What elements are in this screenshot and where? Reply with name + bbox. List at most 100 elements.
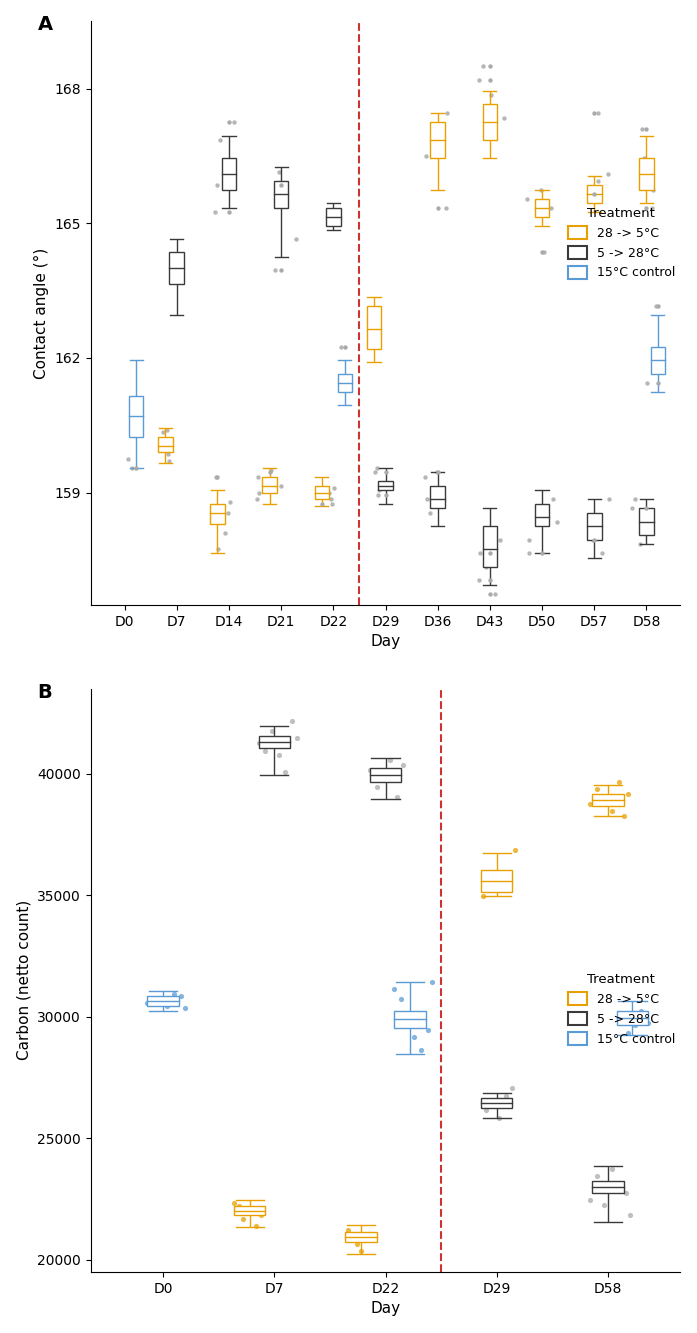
- Point: [494, 529, 505, 551]
- Point: [253, 467, 264, 488]
- Bar: [370, 768, 401, 782]
- Point: [253, 483, 264, 504]
- Point: [291, 228, 302, 249]
- Y-axis label: Carbon (netto count): Carbon (netto count): [17, 900, 31, 1061]
- Point: [180, 997, 191, 1018]
- Point: [602, 163, 613, 184]
- Point: [420, 467, 431, 488]
- Point: [155, 988, 167, 1009]
- Point: [212, 175, 223, 196]
- Point: [636, 119, 648, 140]
- Point: [627, 497, 638, 519]
- Point: [652, 372, 664, 393]
- Point: [427, 970, 438, 992]
- X-axis label: Day: Day: [370, 1301, 401, 1316]
- Point: [432, 197, 443, 219]
- Point: [493, 1106, 505, 1128]
- Bar: [378, 481, 393, 491]
- Point: [209, 511, 220, 532]
- Point: [212, 467, 223, 488]
- Bar: [129, 396, 144, 436]
- Point: [509, 840, 520, 861]
- Point: [233, 1196, 244, 1217]
- Bar: [326, 208, 341, 225]
- Point: [251, 1216, 262, 1237]
- Point: [647, 179, 658, 200]
- Point: [326, 493, 337, 515]
- Point: [441, 197, 452, 219]
- Point: [588, 529, 599, 551]
- Point: [242, 1200, 253, 1221]
- Point: [316, 493, 328, 515]
- Point: [478, 885, 489, 906]
- Point: [613, 772, 625, 793]
- Point: [224, 112, 235, 133]
- Point: [224, 491, 235, 512]
- Point: [484, 569, 496, 591]
- Point: [585, 793, 596, 814]
- Point: [161, 431, 172, 452]
- Point: [342, 1218, 353, 1240]
- Point: [323, 483, 335, 504]
- Point: [275, 260, 286, 281]
- Point: [625, 1204, 636, 1225]
- Point: [422, 1020, 434, 1041]
- Point: [380, 484, 391, 505]
- Point: [374, 480, 385, 501]
- Point: [213, 539, 224, 560]
- Point: [650, 296, 661, 317]
- Point: [629, 489, 640, 511]
- Point: [253, 733, 264, 754]
- Point: [229, 112, 240, 133]
- Point: [431, 129, 442, 151]
- Point: [384, 749, 395, 770]
- Point: [641, 197, 652, 219]
- Bar: [262, 477, 277, 493]
- Point: [229, 1192, 240, 1213]
- Bar: [639, 508, 654, 536]
- Text: B: B: [38, 682, 52, 701]
- Bar: [587, 185, 602, 203]
- Point: [329, 477, 340, 499]
- Point: [264, 461, 275, 483]
- Point: [378, 769, 389, 790]
- Point: [496, 873, 507, 894]
- Point: [391, 786, 402, 808]
- Point: [641, 497, 652, 519]
- Text: A: A: [38, 16, 53, 35]
- Point: [279, 761, 291, 782]
- Bar: [210, 504, 225, 524]
- Point: [365, 1229, 376, 1250]
- Point: [420, 145, 431, 167]
- Point: [384, 473, 395, 495]
- Point: [639, 148, 650, 169]
- Point: [380, 461, 391, 483]
- Bar: [234, 1206, 266, 1214]
- Point: [162, 996, 173, 1017]
- Point: [535, 179, 546, 200]
- Bar: [222, 159, 236, 189]
- Point: [271, 175, 282, 196]
- Point: [485, 85, 496, 107]
- Point: [480, 556, 491, 577]
- Point: [351, 1233, 362, 1254]
- Point: [371, 776, 382, 797]
- Bar: [158, 436, 173, 452]
- Y-axis label: Contact angle (°): Contact angle (°): [33, 248, 49, 379]
- Point: [507, 1078, 518, 1100]
- Point: [274, 161, 285, 183]
- Point: [275, 175, 286, 196]
- Point: [339, 336, 351, 357]
- Point: [473, 69, 484, 91]
- Bar: [314, 487, 329, 500]
- Bar: [430, 487, 445, 508]
- Point: [389, 978, 400, 1000]
- Point: [477, 56, 488, 77]
- Point: [487, 1090, 498, 1112]
- X-axis label: Day: Day: [370, 635, 401, 649]
- Point: [431, 461, 442, 483]
- Point: [162, 444, 174, 465]
- Point: [164, 451, 175, 472]
- Point: [592, 103, 604, 124]
- Bar: [346, 1232, 376, 1241]
